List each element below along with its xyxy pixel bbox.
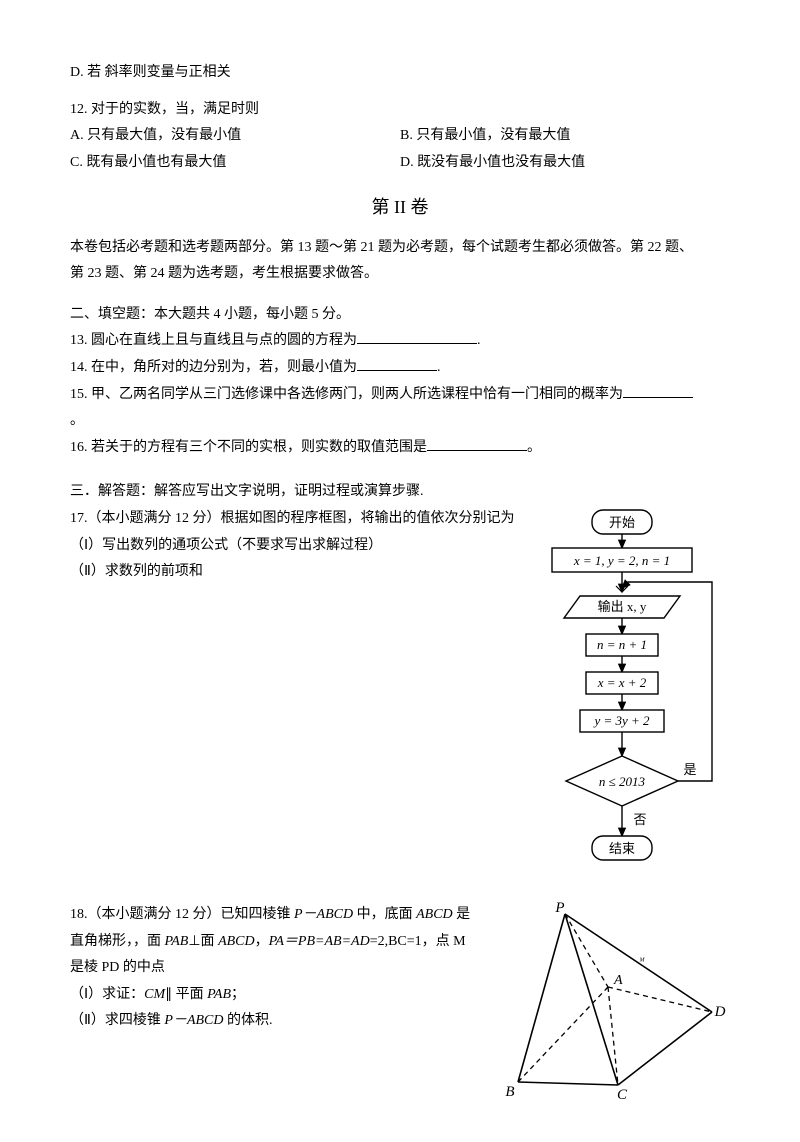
q18-line1: 18.（本小题满分 12 分）已知四棱锥 P－ABCD 中，底面 ABCD 是直… [70,902,482,982]
q12-c: C. 既有最小值也有最大值 [70,150,400,177]
flow-x: x = x + 2 [597,675,647,690]
q13-text: 13. 圆心在直线上且与直线且与点的圆的方程为 [70,333,357,348]
q12-row1: A. 只有最大值，没有最小值 B. 只有最小值，没有最大值 [70,123,730,150]
q18-l2b: CM [144,987,165,1002]
q18-l3c: 的体积. [224,1013,273,1028]
q17-wrap: 17.（本小题满分 12 分）根据如图的程序框图，将输出的值依次分别记为 （Ⅰ）… [70,506,730,896]
pyr-D: D [714,1004,726,1020]
flow-y: y = 3y + 2 [592,713,650,728]
q18-l1j: PA＝PB=AB=AD [269,934,370,949]
pyr-m: ᴹ [639,956,645,967]
pyr-C: C [617,1087,628,1102]
q18-wrap: 18.（本小题满分 12 分）已知四棱锥 P－ABCD 中，底面 ABCD 是直… [70,902,730,1102]
q16-text: 16. 若关于的方程有三个不同的实根，则实数的取值范围是 [70,440,427,455]
q18-text: 18.（本小题满分 12 分）已知四棱锥 P－ABCD 中，底面 ABCD 是直… [70,902,490,1035]
q18-l2c: ∥ 平面 [165,987,207,1002]
q17-line2: （Ⅰ）写出数列的通项公式（不要求写出求解过程） [70,533,520,560]
pyramid-figure: ᴹ P A B C D [490,902,730,1102]
pyr-P: P [554,902,564,916]
q14: 14. 在中，角所对的边分别为，若，则最小值为. [70,355,730,382]
section-2-title: 第 II 卷 [70,190,730,224]
q14-text: 14. 在中，角所对的边分别为，若，则最小值为 [70,360,357,375]
flow-start: 开始 [609,515,635,530]
instructions-line1: 本卷包括必考题和选考题两部分。第 13 题～第 21 题为必考题，每个试题考生都… [70,235,730,262]
q18-line3: （Ⅱ）求四棱锥 P－ABCD 的体积. [70,1008,482,1035]
q16-blank [427,436,527,451]
q15-blank [623,383,693,398]
q18-l3b: P－ABCD [164,1013,223,1028]
instructions-line2: 第 23 题、第 24 题为选考题，考生根据要求做答。 [70,261,730,288]
flow-end: 结束 [609,841,635,856]
q15-text: 15. 甲、乙两名同学从三门选修课中各选修两门，则两人所选课程中恰有一门相同的概… [70,387,623,402]
q18-l1a: 18.（本小题满分 12 分）已知四棱锥 [70,907,294,922]
q16: 16. 若关于的方程有三个不同的实根，则实数的取值范围是 。 [70,435,730,462]
pyr-B: B [505,1084,514,1100]
q18-l2d: PAB [207,987,231,1002]
q17-line3: （Ⅱ）求数列的前项和 [70,559,520,586]
q12-b: B. 只有最小值，没有最大值 [400,123,730,150]
flow-yes: 是 [683,762,696,777]
q18-l2a: （Ⅰ）求证： [70,987,144,1002]
q18-l1i: ， [255,934,269,949]
q18-l1f: PAB [165,934,189,949]
section-3-header: 三．解答题：解答应写出文字说明，证明过程或演算步骤. [70,479,730,506]
q12-d: D. 既没有最小值也没有最大值 [400,150,730,177]
q18-l3a: （Ⅱ）求四棱锥 [70,1013,164,1028]
q18-l1g: ⊥面 [188,934,218,949]
q18-line2: （Ⅰ）求证：CM∥ 平面 PAB； [70,982,482,1009]
q11-option-d: D. 若 斜率则变量与正相关 [70,60,730,87]
q17-line1: 17.（本小题满分 12 分）根据如图的程序框图，将输出的值依次分别记为 [70,506,520,533]
q18-l1c: 中，底面 [353,907,416,922]
q15: 15. 甲、乙两名同学从三门选修课中各选修两门，则两人所选课程中恰有一门相同的概… [70,382,730,409]
q16-dot: 。 [527,440,541,455]
flow-init: x = 1, y = 2, n = 1 [573,553,670,568]
q15-end: 。 [70,408,730,435]
q17-text: 17.（本小题满分 12 分）根据如图的程序框图，将输出的值依次分别记为 （Ⅰ）… [70,506,530,586]
q12-stem: 12. 对于的实数，当，满足时则 [70,97,730,124]
q13-dot: . [477,333,481,348]
flow-no: 否 [633,812,646,827]
q18-l1h: ABCD [218,934,255,949]
q18-l1b: P－ABCD [294,907,353,922]
q12-row2: C. 既有最小值也有最大值 D. 既没有最小值也没有最大值 [70,150,730,177]
flow-out: 输出 x, y [598,599,647,614]
q14-blank [357,356,437,371]
q18-l1d: ABCD [416,907,453,922]
q14-dot: . [437,360,441,375]
flow-n: n = n + 1 [597,637,647,652]
pyr-A: A [613,973,623,988]
q18-l2e: ； [231,987,245,1002]
flow-cond: n ≤ 2013 [599,774,646,789]
q13: 13. 圆心在直线上且与直线且与点的圆的方程为. [70,328,730,355]
q12-a: A. 只有最大值，没有最小值 [70,123,400,150]
q13-blank [357,329,477,344]
flowchart: 开始 x = 1, y = 2, n = 1 输出 x, y n = n + 1… [530,506,730,896]
fill-header: 二、填空题：本大题共 4 小题，每小题 5 分。 [70,302,730,329]
